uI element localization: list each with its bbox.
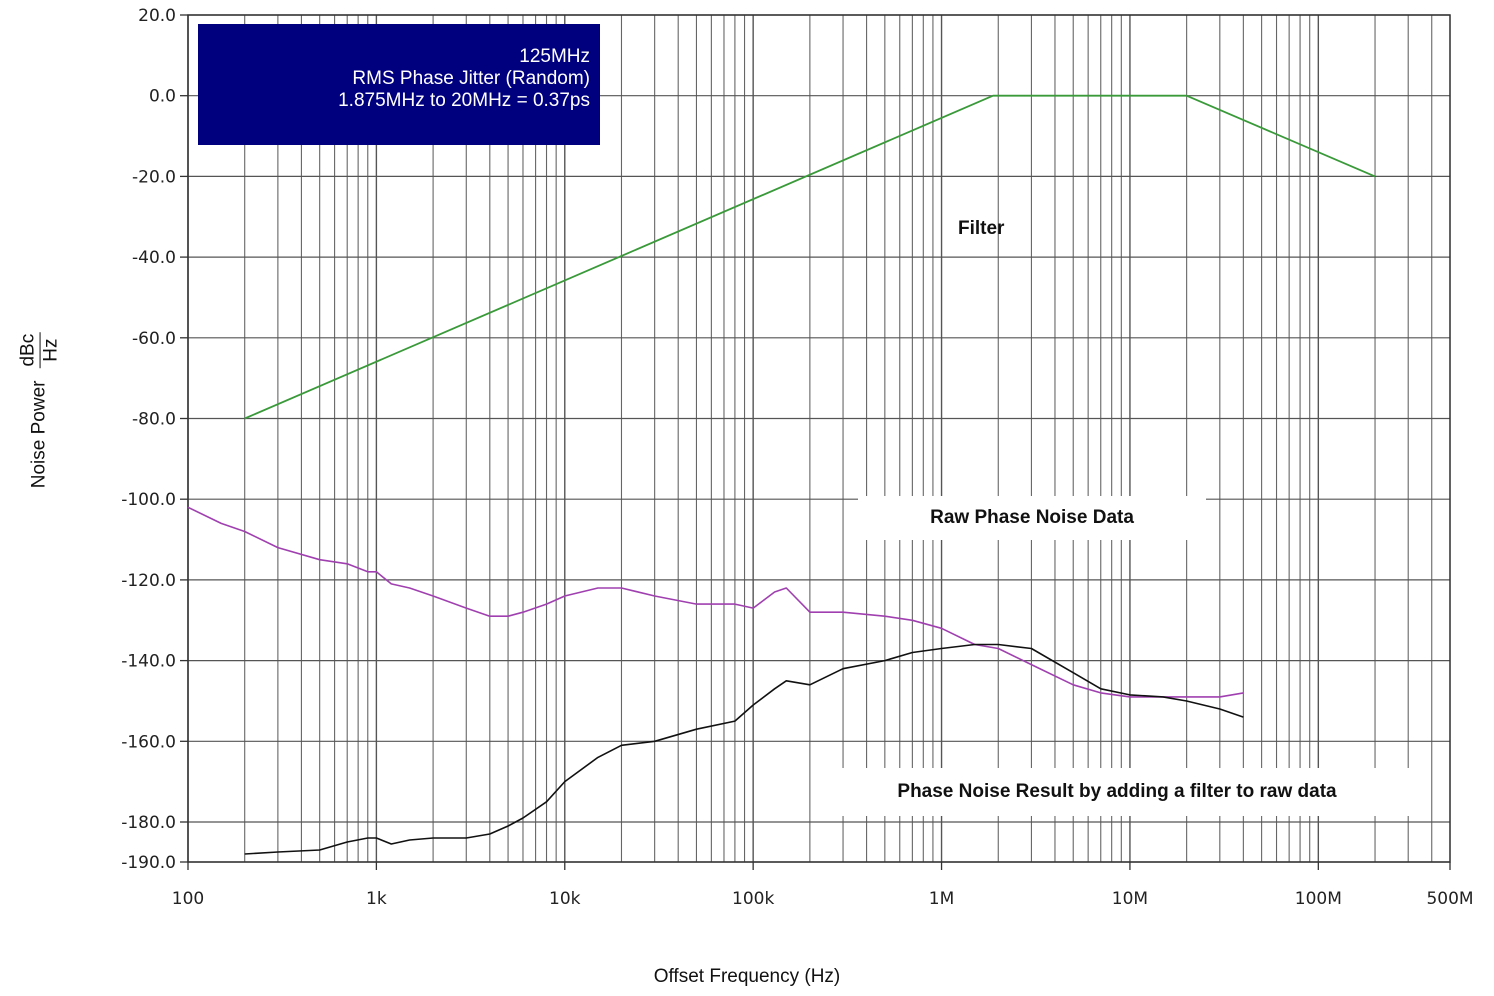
jitter-info-box: 125MHz RMS Phase Jitter (Random) 1.875MH… [198,24,600,145]
x-tick-label: 1k [366,889,387,909]
y-tick-label: 20.0 [138,6,176,26]
result-label-background [828,768,1422,816]
plot-frame [187,14,1451,863]
series-lines [187,94,1376,855]
y-tick-label: -160.0 [121,732,176,752]
y-tick-label: 0.0 [149,87,176,107]
x-axis-title: Offset Frequency (Hz) [653,966,841,987]
y-tick-label: -80.0 [132,410,176,430]
x-tick-label: 10M [1112,889,1148,909]
x-tick-label: 100k [732,889,774,909]
x-tick-label: 100 [172,889,204,909]
result-label: Phase Noise Result by adding a filter to… [897,781,1337,802]
y-tick-label: -190.0 [121,853,176,873]
raw-data-label: Raw Phase Noise Data [930,507,1134,528]
info-jitter-value: 1.875MHz to 20MHz = 0.37ps [338,90,590,111]
y-tick-label: -140.0 [121,652,176,672]
y-tick-label: -120.0 [121,571,176,591]
series-line-filter [244,94,1376,420]
series-line-raw [187,506,1244,698]
info-frequency: 125MHz [519,46,590,67]
x-tick-label: 100M [1295,889,1342,909]
x-tick-label: 500M [1426,889,1473,909]
plot-background [188,15,1450,862]
y-axis-unit-numerator: dBc [17,331,41,369]
y-tick-label: -180.0 [121,813,176,833]
info-jitter-title: RMS Phase Jitter (Random) [352,68,590,89]
series-line-result [244,643,1244,855]
y-tick-label: -100.0 [121,490,176,510]
x-tick-label: 1M [929,889,954,909]
raw-label-background [858,496,1206,540]
y-axis-unit: dBc Hz [17,331,62,369]
x-tick-label: 10k [549,889,581,909]
axis-ticks: 20.0 0.0 -20.0 -40.0 -60.0 -80.0 -100.0 -120.0 -… [121,6,1473,909]
filter-label: Filter [958,218,1005,239]
y-axis-title: Noise Power dBc Hz [17,331,62,489]
y-tick-label: -60.0 [132,329,176,349]
plot-grid [187,14,1451,863]
y-tick-label: -40.0 [132,248,176,268]
annotation-backgrounds [828,496,1422,816]
y-tick-label: -20.0 [132,167,176,187]
y-axis-unit-denominator: Hz [40,338,62,362]
y-axis-label: Noise Power [29,380,50,489]
